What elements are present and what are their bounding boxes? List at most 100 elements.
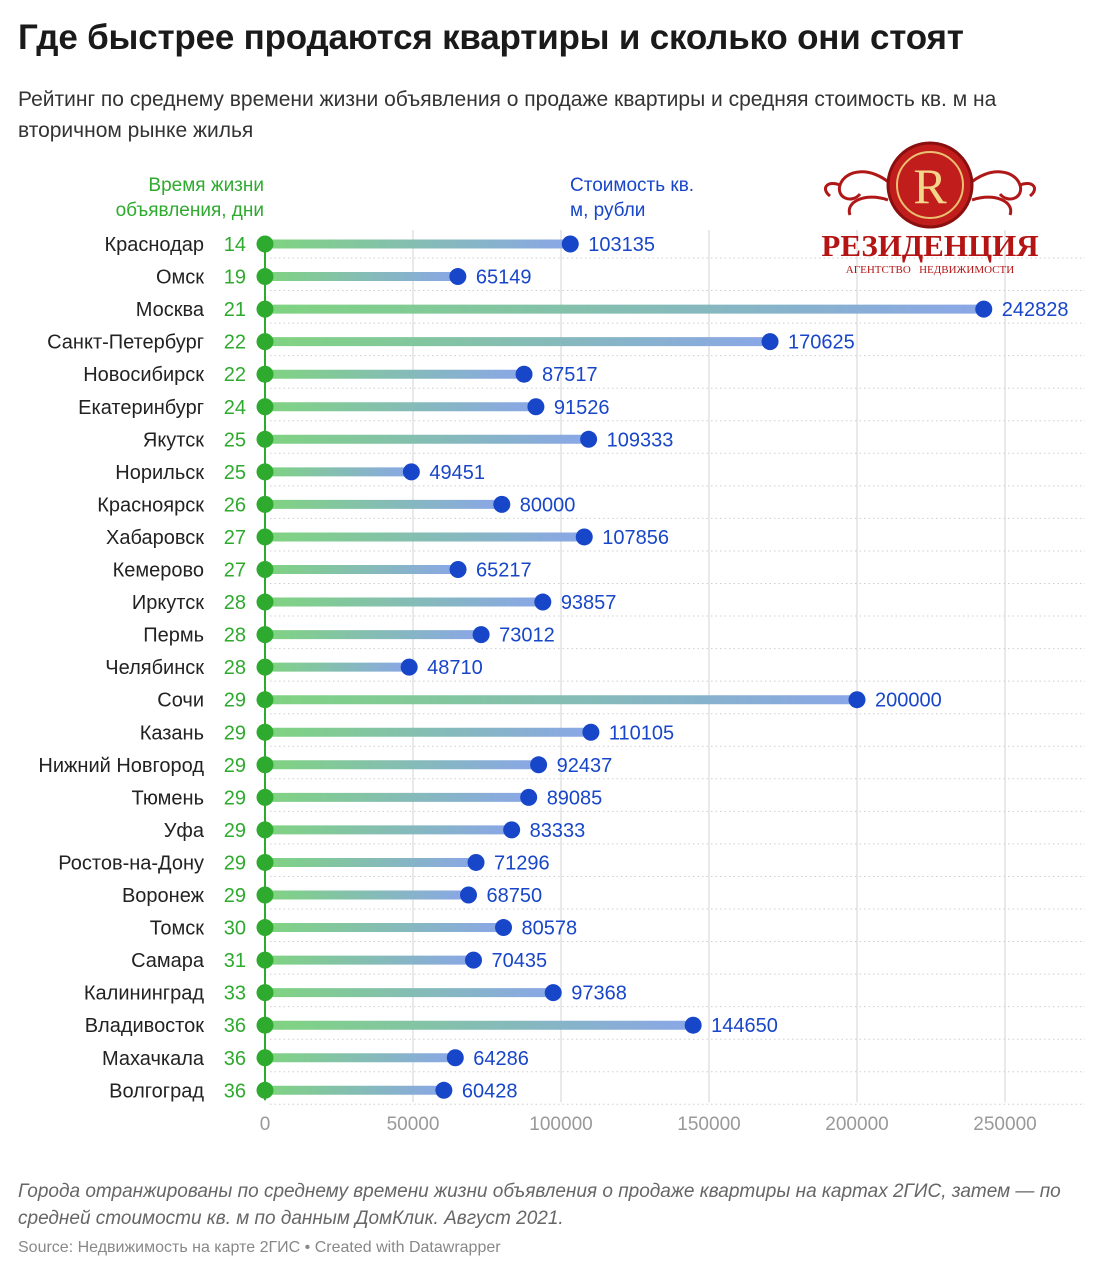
price-value-label: 87517 (542, 364, 598, 386)
price-value-label: 64286 (473, 1048, 529, 1070)
price-value-label: 93857 (561, 592, 617, 614)
x-tick-label: 0 (260, 1114, 271, 1135)
city-label: Челябинск (105, 657, 204, 679)
price-dot (472, 626, 490, 644)
price-dot (848, 691, 866, 709)
chart-row: Норильск 25 49451 (115, 462, 485, 484)
price-dot (544, 984, 562, 1002)
price-value-label: 200000 (875, 690, 942, 712)
days-dot (256, 821, 274, 839)
logo-medallion (886, 141, 974, 229)
chart-row: Екатеринбург 24 91526 (78, 397, 609, 419)
range-bar (265, 597, 543, 607)
range-bar (265, 890, 469, 900)
logo-tagline: АГЕНТСТВО НЕДВИЖИМОСТИ (846, 264, 1014, 276)
column-headers: Время жизни объявления, дни Стоимость кв. м… (116, 175, 695, 221)
city-label: Томск (150, 918, 205, 940)
price-dot (561, 235, 579, 253)
price-value-label: 60428 (462, 1080, 518, 1102)
range-bar (265, 565, 459, 574)
city-label: Самара (131, 950, 205, 972)
price-dot (684, 1016, 702, 1034)
chart-row: Санкт-Петербург 22 170625 (47, 332, 855, 354)
range-bar (265, 727, 591, 737)
range-bar (265, 337, 771, 347)
city-label: Екатеринбург (78, 397, 204, 419)
price-dot (495, 919, 513, 937)
days-value-label: 14 (224, 234, 246, 256)
x-tick-label: 100000 (529, 1114, 592, 1135)
price-value-label: 70435 (491, 950, 547, 972)
days-dot (256, 430, 274, 448)
range-bar (265, 988, 554, 998)
city-label: Омск (156, 267, 204, 289)
price-value-label: 92437 (557, 755, 613, 777)
days-value-label: 28 (224, 592, 246, 614)
price-value-label: 83333 (530, 820, 586, 842)
days-value-label: 28 (224, 657, 246, 679)
days-value-label: 26 (224, 494, 246, 516)
range-bar (265, 434, 589, 444)
chart-note: Города отранжированы по среднему времени… (18, 1181, 1061, 1229)
chart-row: Ростов-на-Дону 29 71296 (58, 852, 549, 874)
price-dot (503, 821, 521, 839)
city-label: Воронеж (122, 885, 205, 907)
days-dot (256, 788, 274, 806)
range-bar (265, 825, 512, 835)
city-label: Москва (136, 299, 205, 321)
city-label: Красноярск (97, 494, 204, 516)
city-label: Сочи (157, 690, 204, 712)
chart-row: Омск 19 65149 (156, 267, 532, 289)
days-dot (256, 495, 274, 513)
days-value-label: 36 (224, 1080, 246, 1102)
price-column-header: Стоимость кв. м, рубли (570, 175, 694, 221)
price-dot (449, 268, 467, 286)
price-value-label: 103135 (588, 234, 655, 256)
range-bar (265, 467, 412, 477)
price-value-label: 89085 (547, 787, 603, 809)
source-label: Source: Недвижимость на карте 2ГИС (18, 1239, 301, 1256)
chart-row: Якутск 25 109333 (143, 429, 673, 451)
days-value-label: 29 (224, 722, 246, 744)
price-value-label: 110105 (609, 722, 674, 744)
residence-logo: R РЕЗИДЕНЦИЯ АГЕНТСТВО НЕДВИЖИМОСТИ (821, 141, 1039, 276)
price-dot (582, 723, 600, 741)
days-dot (256, 853, 274, 871)
city-label: Тюмень (132, 787, 204, 809)
price-dot (575, 528, 593, 546)
city-label: Уфа (164, 820, 205, 842)
x-tick-label: 250000 (973, 1114, 1036, 1135)
days-dot (256, 561, 274, 578)
price-dot (400, 658, 418, 676)
city-label: Якутск (143, 429, 204, 451)
days-dot (256, 593, 274, 611)
price-value-label: 80000 (520, 494, 576, 516)
city-label: Норильск (115, 462, 204, 484)
range-bar (265, 402, 536, 412)
days-dot (256, 1049, 274, 1067)
price-dot (520, 788, 538, 806)
x-tick-label: 200000 (825, 1114, 888, 1135)
range-bar (265, 857, 477, 867)
city-label: Ростов-на-Дону (58, 852, 204, 874)
city-label: Иркутск (132, 592, 204, 614)
x-tick-label: 150000 (677, 1114, 740, 1135)
days-value-label: 30 (224, 918, 246, 940)
chart-row: Воронеж 29 68750 (122, 885, 542, 907)
days-dot (256, 951, 274, 969)
chart-row: Кемерово 27 65217 (113, 560, 532, 582)
days-value-label: 33 (224, 983, 246, 1005)
price-dot (527, 398, 545, 416)
days-value-label: 27 (224, 560, 246, 582)
created-with: Created with Datawrapper (314, 1239, 501, 1256)
ornament-right (966, 170, 1036, 216)
chart-row: Уфа 29 83333 (164, 820, 586, 842)
chart-row: Пермь 28 73012 (143, 625, 555, 647)
range-bar (265, 1020, 694, 1030)
chart-row: Хабаровск 27 107856 (106, 527, 669, 549)
city-label: Пермь (143, 625, 204, 647)
price-value-label: 49451 (429, 462, 485, 484)
price-value-label: 144650 (711, 1015, 778, 1037)
range-bar (265, 499, 502, 509)
city-label: Махачкала (102, 1048, 205, 1070)
